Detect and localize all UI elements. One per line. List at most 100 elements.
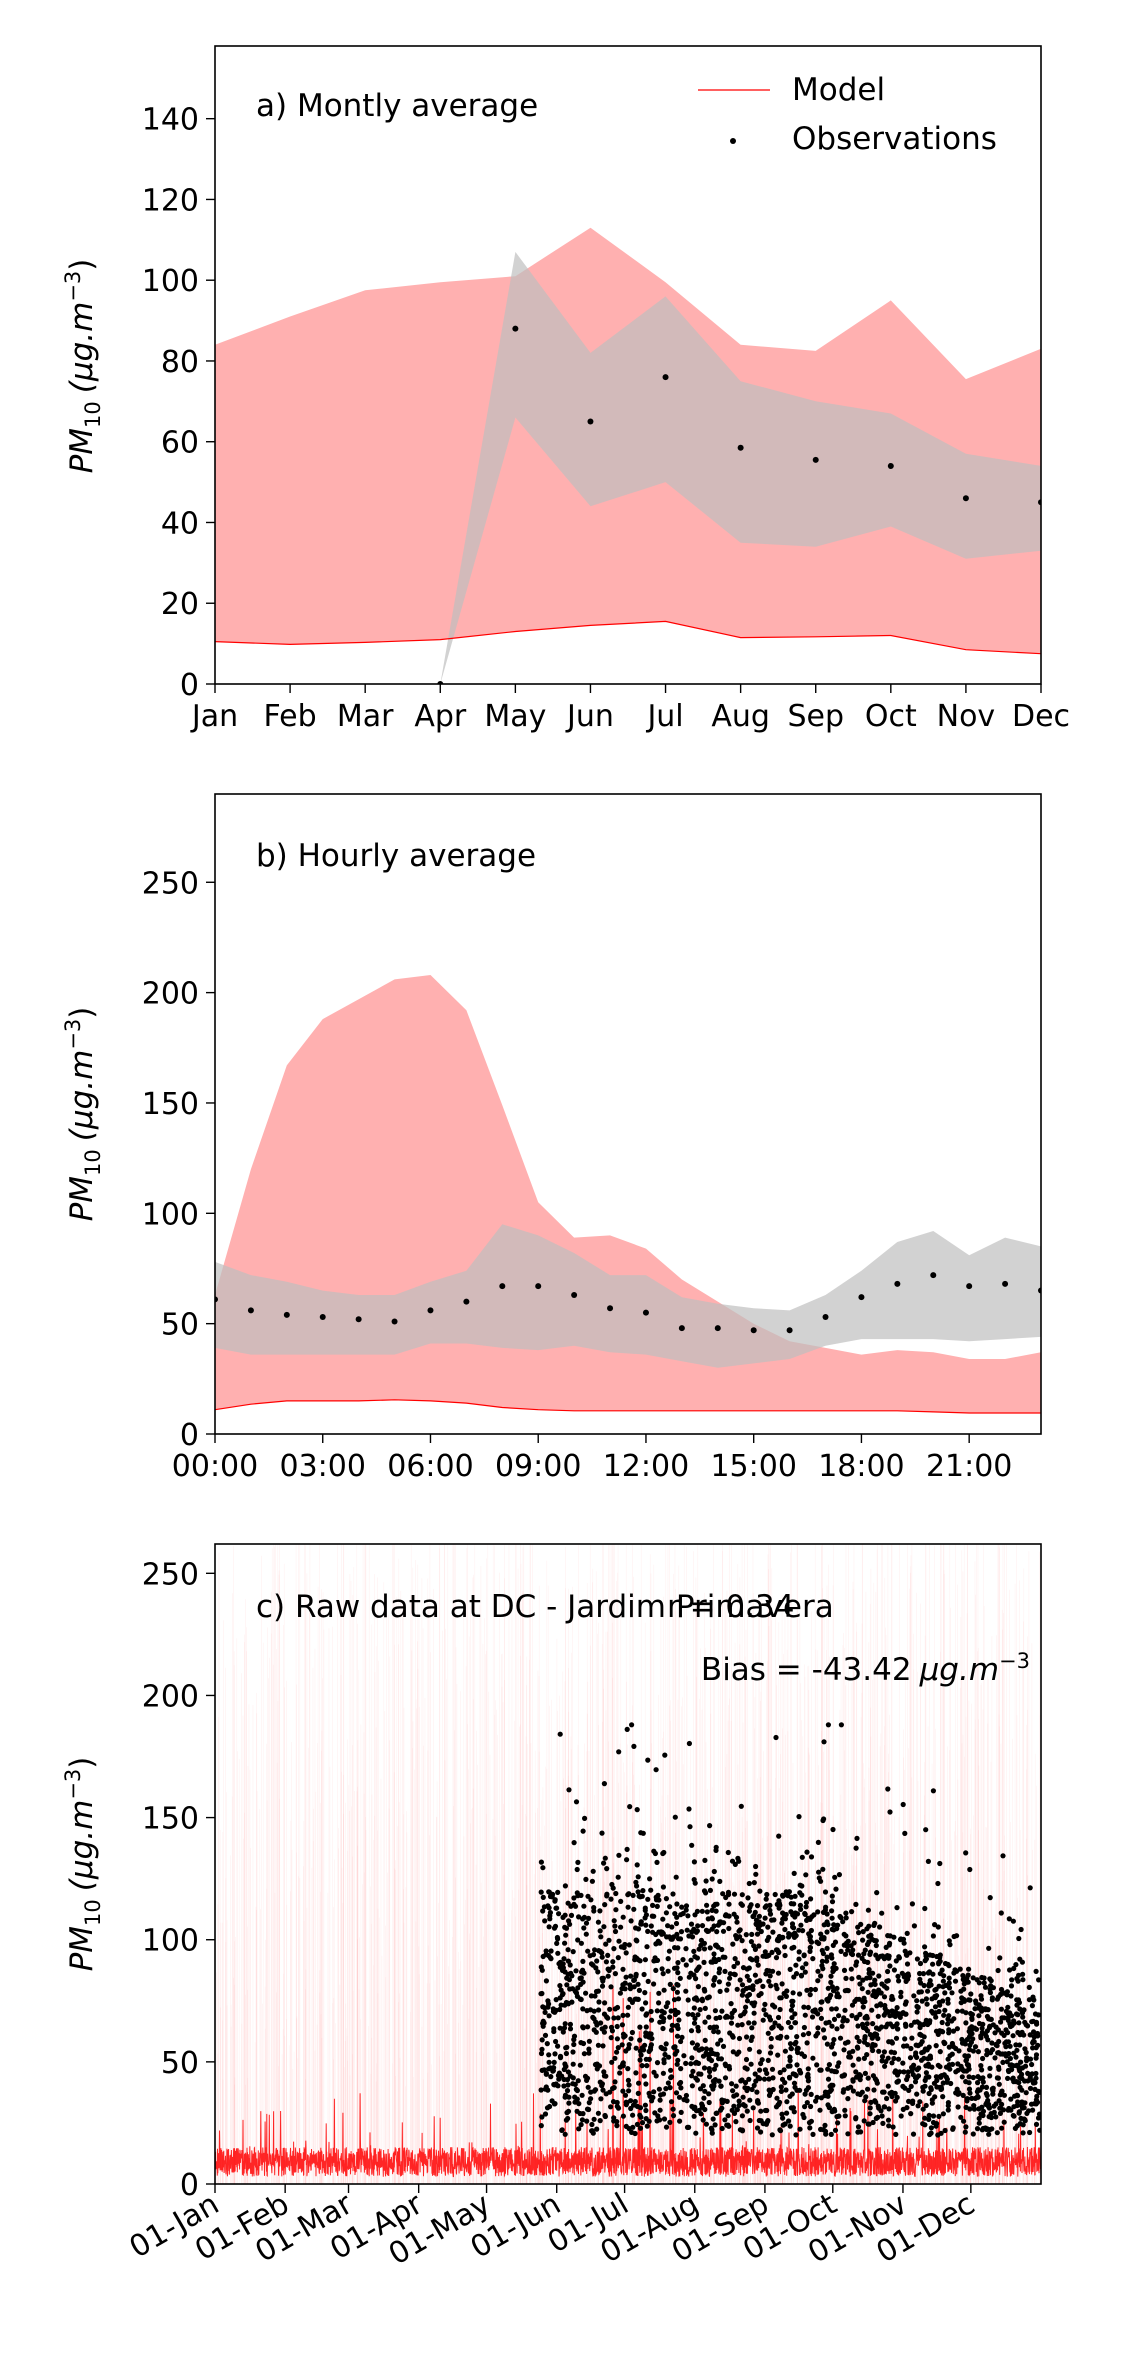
observation-point bbox=[777, 2099, 783, 2105]
observation-point bbox=[659, 2008, 665, 2014]
observation-point bbox=[1013, 2042, 1019, 2048]
observation-points bbox=[215, 1272, 1041, 1334]
observation-point bbox=[793, 2039, 799, 2045]
observation-point bbox=[585, 1948, 591, 1954]
observation-point bbox=[902, 2001, 909, 2007]
observation-point bbox=[831, 1961, 837, 1967]
observation-point bbox=[579, 2092, 585, 2098]
observation-point bbox=[654, 2118, 660, 2124]
observation-point bbox=[1008, 1993, 1014, 1999]
observation-point bbox=[675, 1970, 681, 1976]
bias-label: Bias = -43.42 μg.m−3 bbox=[701, 1649, 1030, 1688]
observation-point bbox=[797, 1902, 804, 1908]
observation-point bbox=[889, 2060, 895, 2066]
observation-point bbox=[691, 2005, 697, 2011]
observation-point bbox=[699, 1923, 706, 1929]
observation-point bbox=[643, 2056, 649, 2062]
observation-point bbox=[542, 2111, 549, 2117]
observation-point bbox=[752, 2071, 758, 2077]
observation-point bbox=[736, 2098, 742, 2104]
observation-point bbox=[677, 2118, 683, 2124]
observation-point bbox=[557, 2053, 564, 2059]
observation-point bbox=[629, 1722, 635, 1728]
observation-point bbox=[630, 1892, 636, 1898]
observation-point bbox=[1000, 2051, 1006, 2057]
observation-point bbox=[594, 1958, 600, 1964]
observation-point bbox=[855, 2129, 861, 2135]
observation-point bbox=[747, 1956, 754, 1962]
observation-point bbox=[858, 1294, 865, 1301]
observation-point bbox=[713, 1958, 719, 1965]
observation-point bbox=[923, 1953, 929, 1959]
observation-point bbox=[553, 1997, 559, 2003]
observation-point bbox=[987, 2065, 993, 2071]
observation-point bbox=[571, 1291, 578, 1298]
observation-point bbox=[773, 1982, 779, 1988]
observation-point bbox=[641, 1971, 647, 1978]
observation-point bbox=[660, 1884, 667, 1890]
observation-point bbox=[945, 2107, 951, 2113]
observation-point bbox=[1022, 2118, 1028, 2124]
observation-point bbox=[1016, 2020, 1022, 2026]
observation-point bbox=[810, 1956, 816, 1962]
observation-point bbox=[718, 2037, 724, 2043]
observation-point bbox=[725, 1981, 732, 1987]
observation-point bbox=[689, 2055, 695, 2061]
observation-point bbox=[885, 2021, 891, 2027]
observation-point bbox=[832, 1939, 839, 1945]
observation-point bbox=[1003, 2044, 1009, 2050]
observation-point bbox=[835, 1922, 841, 1928]
observation-point bbox=[995, 2075, 1002, 2081]
observation-point bbox=[764, 1891, 770, 1898]
observation-point bbox=[658, 2044, 664, 2050]
observation-point bbox=[892, 2069, 898, 2075]
observation-point bbox=[775, 2052, 781, 2058]
observation-point bbox=[578, 1940, 585, 1946]
observation-point bbox=[849, 1976, 855, 1982]
y-tick-label: 50 bbox=[161, 1308, 199, 1343]
observation-point bbox=[972, 2044, 979, 2050]
observation-point bbox=[736, 2102, 742, 2108]
observation-point bbox=[783, 1892, 789, 1898]
observation-point bbox=[764, 2070, 770, 2076]
observation-point bbox=[626, 1942, 632, 1948]
observation-point bbox=[683, 1903, 690, 1909]
observation-point bbox=[754, 1931, 761, 1937]
observation-point bbox=[625, 1904, 631, 1910]
correlation-label: r = 0.34 bbox=[667, 1589, 794, 1625]
observation-point bbox=[818, 1931, 824, 1937]
observation-point bbox=[713, 1942, 719, 1948]
observation-point bbox=[833, 2006, 839, 2012]
observation-point bbox=[1002, 1280, 1009, 1287]
observation-point bbox=[999, 2030, 1005, 2036]
observation-point bbox=[577, 2062, 583, 2068]
observation-point bbox=[659, 1966, 665, 1972]
observation-point bbox=[1008, 2107, 1014, 2113]
observation-point bbox=[848, 2084, 854, 2090]
observation-point bbox=[889, 1996, 895, 2002]
observation-point bbox=[997, 2110, 1004, 2116]
observation-point bbox=[879, 2058, 885, 2064]
observation-point bbox=[824, 1945, 830, 1951]
observation-point bbox=[556, 2076, 562, 2082]
observation-range-band bbox=[440, 251, 1041, 684]
observation-point bbox=[612, 1971, 619, 1977]
observation-point bbox=[796, 1949, 802, 1955]
observation-point bbox=[760, 1953, 766, 1959]
observation-point bbox=[686, 1933, 692, 1939]
model-line bbox=[215, 620, 1041, 655]
observation-point bbox=[733, 1933, 739, 1939]
observation-point bbox=[834, 1985, 840, 1991]
observation-point bbox=[740, 1988, 746, 1994]
observation-point bbox=[679, 1904, 685, 1910]
observation-point bbox=[713, 1908, 719, 1914]
y-tick-label: 40 bbox=[161, 506, 199, 541]
observation-point bbox=[824, 1919, 830, 1925]
observation-point bbox=[670, 2113, 677, 2119]
observation-point bbox=[834, 2026, 840, 2032]
observation-point bbox=[967, 2030, 973, 2036]
observation-point bbox=[980, 2108, 987, 2114]
observation-point bbox=[898, 1994, 904, 2000]
observation-point bbox=[668, 2027, 675, 2033]
observation-point bbox=[1030, 2038, 1036, 2045]
